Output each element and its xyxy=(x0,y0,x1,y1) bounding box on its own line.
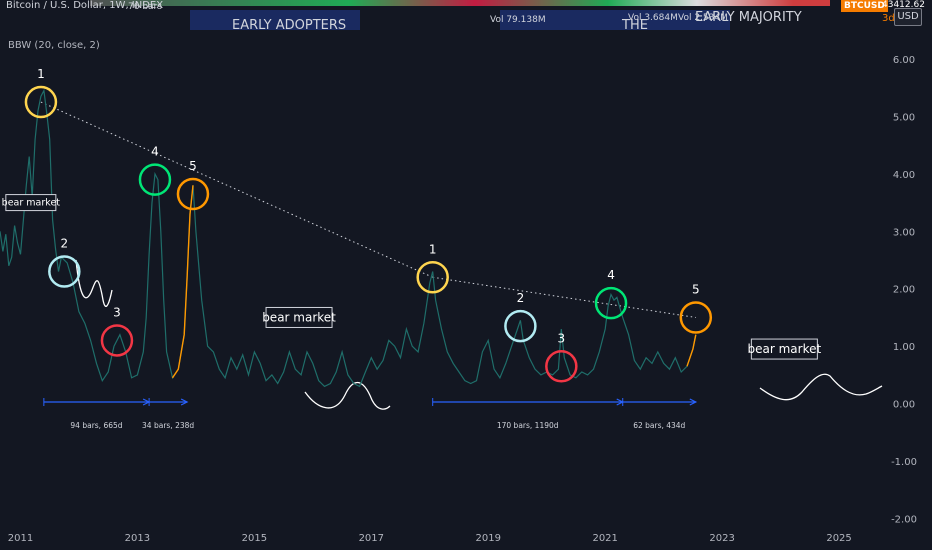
y-tick-label: -2.00 xyxy=(891,515,917,526)
bbw-series-line xyxy=(0,88,697,388)
timeframe-tag: 3d xyxy=(882,13,895,24)
y-tick-label: 4.00 xyxy=(893,170,915,181)
range-arrow-head xyxy=(180,398,189,406)
bear-market-box xyxy=(750,338,818,360)
marker-label: 3 xyxy=(558,331,566,345)
overlay-text: Vol 2.534M xyxy=(678,13,728,23)
x-tick-label: 2013 xyxy=(125,533,150,544)
range-label: 62 bars, 434d xyxy=(633,421,685,430)
marker-label: 1 xyxy=(429,242,437,256)
overlay-text: THE xyxy=(622,18,648,30)
bear-market-label: bear market xyxy=(262,310,336,324)
marker-label: 3 xyxy=(113,305,121,319)
y-tick-label: 1.00 xyxy=(893,342,915,353)
marker-circle xyxy=(416,261,449,294)
trend-line xyxy=(40,101,433,278)
marker-label: 2 xyxy=(517,291,525,305)
marker-label: 4 xyxy=(607,268,615,282)
x-tick-label: 2023 xyxy=(709,533,734,544)
marker-circle xyxy=(504,309,537,343)
bear-market-curve xyxy=(759,373,883,401)
overlay-text: EARLY MAJORITY xyxy=(695,10,802,25)
overlay-navy-box xyxy=(190,10,360,30)
bear-market-curve xyxy=(75,259,113,307)
y-tick-label: 0.00 xyxy=(893,400,915,411)
overlay-text: 76 bars xyxy=(128,2,162,12)
marker-circle xyxy=(100,324,134,357)
marker-circle xyxy=(594,286,628,320)
x-tick-label: 2025 xyxy=(826,533,851,544)
bear-market-label: bear market xyxy=(2,198,61,209)
bear-market-box xyxy=(265,306,333,328)
symbol-title[interactable]: Bitcoin / U.S. Dollar, 1W, INDEX xyxy=(6,0,164,11)
overlay-text: EARLY ADOPTERS xyxy=(232,18,347,30)
marker-circle xyxy=(24,85,58,119)
x-tick-label: 2017 xyxy=(359,533,384,544)
overlay-text: Vol 3.684M xyxy=(628,13,678,23)
bear-market-label: bear market xyxy=(748,342,822,356)
symbol-badge[interactable]: BTCUSD xyxy=(841,0,888,12)
y-tick-label: 2.00 xyxy=(893,285,915,296)
marker-label: 5 xyxy=(692,282,700,296)
highlight-segment xyxy=(171,185,194,379)
x-tick-label: 2011 xyxy=(8,533,33,544)
trend-line xyxy=(432,276,696,318)
marker-circle xyxy=(48,255,81,288)
y-tick-label: 5.00 xyxy=(893,112,915,123)
range-label: 34 bars, 238d xyxy=(142,421,194,430)
currency-button[interactable]: USD xyxy=(894,8,922,26)
marker-label: 4 xyxy=(151,145,159,159)
marker-circle xyxy=(679,301,713,334)
overlay-text: Vol 79.138M xyxy=(490,15,546,25)
marker-circle xyxy=(545,350,578,383)
highlight-segment xyxy=(686,334,697,367)
overlay-navy-box xyxy=(500,10,730,30)
bear-market-curve xyxy=(304,381,391,410)
marker-label: 5 xyxy=(189,159,197,173)
y-tick-label: -1.00 xyxy=(891,457,917,468)
last-price-tag: 43412.62 xyxy=(882,0,925,10)
x-tick-label: 2015 xyxy=(242,533,267,544)
range-label: 94 bars, 665d xyxy=(70,421,122,430)
x-tick-label: 2021 xyxy=(592,533,617,544)
y-tick-label: 6.00 xyxy=(893,55,915,66)
marker-circle xyxy=(138,163,172,196)
range-label: 170 bars, 1190d xyxy=(497,421,559,430)
bear-market-box xyxy=(5,194,57,212)
marker-label: 2 xyxy=(60,237,68,251)
y-tick-label: 3.00 xyxy=(893,227,915,238)
marker-circle xyxy=(176,177,210,211)
header-bar: Bitcoin / U.S. Dollar, 1W, INDEX 76 bars… xyxy=(0,0,932,30)
indicator-label[interactable]: BBW (20, close, 2) xyxy=(8,40,100,51)
marker-label: 1 xyxy=(37,67,45,81)
x-tick-label: 2019 xyxy=(476,533,501,544)
range-arrow-head xyxy=(689,398,698,406)
overlay-drawings-strip xyxy=(90,0,830,6)
